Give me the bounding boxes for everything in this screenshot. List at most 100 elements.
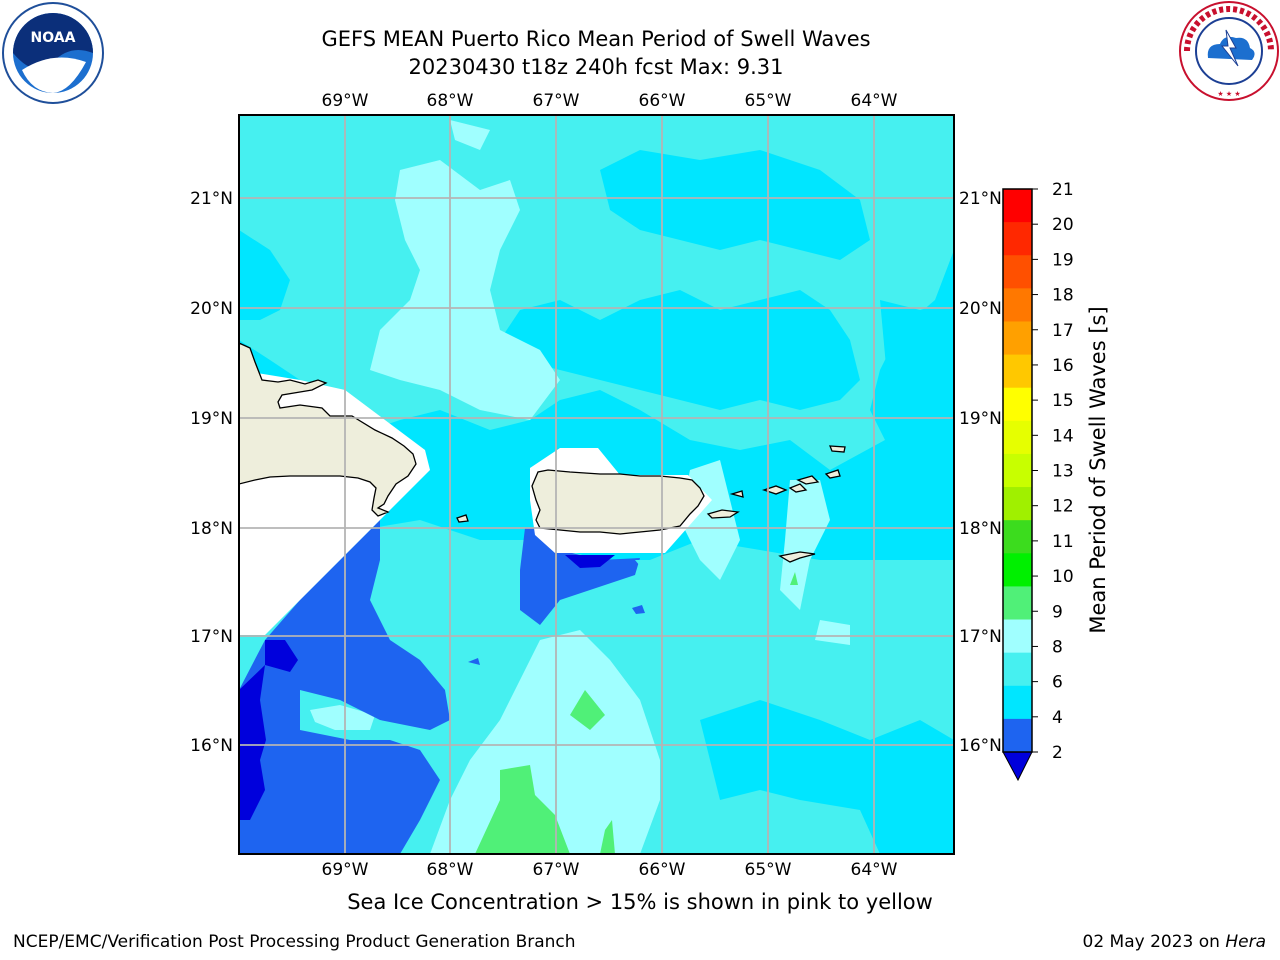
nws-logo: ★ ★ ★: [1179, 1, 1279, 101]
contour-4-6-north-c: [600, 150, 870, 260]
colorbar-tick-label: 21: [1052, 180, 1074, 200]
contour-8-9-sw: [310, 705, 375, 730]
lon-label: 65°W: [745, 860, 792, 880]
colorbar-tick-label: 14: [1052, 426, 1074, 446]
contour-4-6-north-b: [239, 230, 290, 320]
land-anegada: [829, 445, 846, 453]
map-subtitle: 20230430 t18z 240h fcst Max: 9.31: [408, 55, 784, 79]
colorbar-swatch: [1003, 288, 1032, 322]
colorbar-swatch: [1003, 487, 1032, 521]
lat-label: 20°N: [959, 299, 1002, 319]
land-culebra: [729, 490, 744, 498]
lat-label: 21°N: [190, 189, 233, 209]
colorbar-swatch: [1003, 586, 1032, 621]
colorbar-swatch: [1003, 420, 1032, 455]
footer-machine: Hera: [1225, 932, 1266, 952]
map-frame: [238, 114, 955, 855]
lon-labels-top: 69°W 68°W 67°W 66°W 65°W 64°W: [322, 91, 898, 111]
colorbar-swatch: [1003, 321, 1032, 356]
land-stjohn: [788, 483, 808, 493]
lon-label: 65°W: [745, 91, 792, 111]
colorbar-tick-label: 4: [1052, 708, 1063, 728]
land-stcroix: [778, 551, 816, 563]
lat-label: 17°N: [190, 627, 233, 647]
colorbar-tick-label: 15: [1052, 391, 1074, 411]
colorbar-swatch: [1003, 453, 1032, 488]
graticule: [239, 115, 954, 854]
lat-label: 16°N: [959, 736, 1002, 756]
noaa-logo: NOAA: [2, 2, 104, 104]
colorbar-tick-label: 19: [1052, 250, 1074, 270]
contour-4-6-north-d: [880, 300, 954, 430]
contour-4-6-north-a: [500, 290, 860, 410]
colorbar-swatch: [1003, 553, 1032, 587]
contour-below2-b: [565, 555, 615, 568]
lon-label: 68°W: [427, 860, 474, 880]
contour-8-9-north-b: [450, 120, 490, 150]
colorbar-tick-label: 13: [1052, 462, 1074, 482]
lon-label: 64°W: [851, 860, 898, 880]
contour-8-9-north: [370, 160, 560, 420]
lat-labels-left: 21°N 20°N 19°N 18°N 17°N 16°N: [190, 189, 233, 756]
land-mona: [456, 514, 469, 523]
colorbar-tick-label: 8: [1052, 637, 1063, 657]
colorbar-swatch: [1003, 619, 1032, 654]
colorbar-tick-label: 10: [1052, 567, 1074, 587]
lat-label: 18°N: [959, 519, 1002, 539]
sea-ice-note: Sea Ice Concentration > 15% is shown in …: [347, 890, 933, 914]
colorbar: 21 20 19 18 17 16 15 14 13 12 11 10 9 8 6 4 2: [1002, 180, 1074, 782]
lon-label: 66°W: [639, 91, 686, 111]
colorbar-swatch: [1003, 255, 1032, 289]
colorbar-tick-label: 18: [1052, 286, 1074, 306]
contour-9-10-c: [600, 820, 615, 854]
noaa-logo-text: NOAA: [31, 30, 76, 46]
colorbar-tick-label: 17: [1052, 321, 1074, 341]
map-title: GEFS MEAN Puerto Rico Mean Period of Swe…: [321, 27, 871, 51]
colorbar-swatch: [1003, 652, 1032, 687]
lon-label: 67°W: [533, 860, 580, 880]
svg-text:★ ★ ★: ★ ★ ★: [1217, 90, 1240, 98]
colorbar-tick-label: 11: [1052, 532, 1074, 552]
colorbar-tick-label: 6: [1052, 673, 1063, 693]
colorbar-swatch: [1003, 222, 1032, 256]
lon-label: 64°W: [851, 91, 898, 111]
land-virgingorda: [824, 469, 841, 479]
colorbar-tick-label: 2: [1052, 743, 1063, 763]
contour-9-10-d: [790, 572, 798, 585]
contour-8-9-east-c: [815, 620, 850, 645]
colorbar-tick-label: 12: [1052, 497, 1074, 517]
colorbar-swatch: [1003, 520, 1032, 554]
lat-label: 16°N: [190, 736, 233, 756]
colorbar-swatch: [1003, 354, 1032, 389]
land-stthomas: [761, 485, 788, 495]
land-tortola: [796, 475, 820, 485]
colorbar-tick-label: 9: [1052, 602, 1063, 622]
footer-date: 02 May 2023 on Hera: [1083, 932, 1267, 952]
lat-label: 19°N: [959, 409, 1002, 429]
contour-2-4-dot-a: [632, 605, 645, 614]
contour-below2-a: [239, 640, 298, 820]
lat-label: 17°N: [959, 627, 1002, 647]
land-hispaniola: [239, 342, 417, 517]
contour-8-9-east-b: [780, 480, 830, 610]
lat-label: 19°N: [190, 409, 233, 429]
colorbar-swatch: [1003, 189, 1032, 223]
lat-labels-right: 21°N 20°N 19°N 18°N 17°N 16°N: [959, 189, 1002, 756]
lat-label: 18°N: [190, 519, 233, 539]
land-puertorico: [531, 469, 705, 535]
lat-label: 20°N: [190, 299, 233, 319]
lon-labels-bottom: 69°W 68°W 67°W 66°W 65°W 64°W: [322, 860, 898, 880]
colorbar-extend-triangle: [1002, 751, 1033, 782]
contour-9-10-b: [475, 765, 570, 854]
contour-2-4-center: [520, 528, 640, 625]
lon-label: 69°W: [322, 91, 369, 111]
lon-label: 66°W: [639, 860, 686, 880]
contour-8-9-south: [430, 630, 660, 854]
colorbar-swatch: [1003, 387, 1032, 422]
colorbar-swatch: [1003, 685, 1032, 720]
contour-2-4-dot-c: [396, 780, 404, 820]
map-field: [239, 115, 954, 854]
contour-9-10-a: [570, 690, 605, 730]
colorbar-label: Mean Period of Swell Waves [s]: [1086, 306, 1110, 634]
